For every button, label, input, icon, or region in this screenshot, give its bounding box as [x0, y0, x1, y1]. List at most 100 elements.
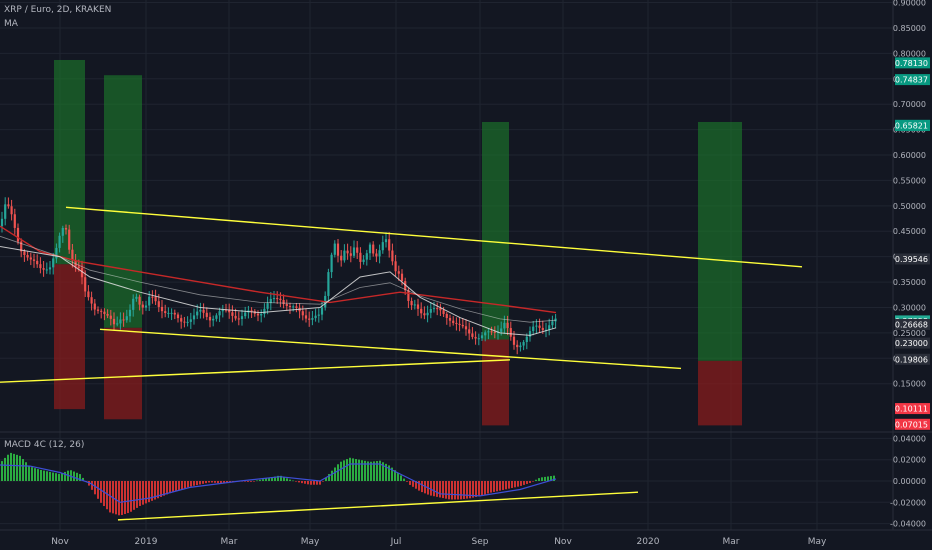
- macd-histogram-bar: [169, 481, 171, 494]
- macd-histogram-bar: [397, 472, 399, 481]
- macd-histogram-bar: [40, 469, 42, 481]
- macd-histogram-bar: [520, 481, 522, 486]
- macd-histogram-bar: [460, 481, 462, 500]
- candle-body: [61, 227, 64, 236]
- candle-body: [394, 261, 397, 272]
- candle-body: [221, 309, 224, 312]
- macd-histogram-bar: [205, 481, 207, 484]
- macd-histogram-bar: [286, 478, 288, 481]
- macd-histogram-bar: [163, 481, 165, 496]
- candle-body: [141, 304, 144, 308]
- macd-histogram-bar: [499, 481, 501, 491]
- ma-fast-line: [0, 246, 557, 336]
- candle-body: [336, 243, 340, 256]
- candle-body: [356, 247, 359, 253]
- y-tick-label: 0.50000: [893, 202, 926, 211]
- macd-histogram-bar: [457, 481, 459, 500]
- price-trendline: [99, 328, 682, 370]
- macd-histogram-bar: [400, 475, 402, 481]
- macd-histogram-bar: [454, 481, 456, 500]
- macd-histogram-bar: [295, 481, 297, 482]
- stop-box: [698, 360, 742, 426]
- macd-histogram-bar: [487, 481, 489, 494]
- candle-body: [426, 312, 429, 316]
- candle-body: [541, 327, 544, 331]
- macd-histogram-bar: [256, 480, 258, 482]
- candle-body: [455, 322, 458, 324]
- macd-histogram-bar: [313, 481, 315, 485]
- macd-histogram-bar: [391, 467, 393, 481]
- candle-body: [103, 311, 106, 314]
- macd-histogram-bar: [208, 481, 210, 483]
- candle-body: [285, 304, 288, 306]
- y-tick-label: 0.90000: [893, 0, 926, 8]
- price-badge: [895, 337, 930, 349]
- candle-body: [0, 218, 4, 227]
- candle-body: [39, 264, 42, 269]
- candle-body: [423, 313, 426, 316]
- candle-body: [272, 298, 276, 300]
- x-tick-label: Mar: [723, 537, 740, 547]
- macd-histogram-bar: [253, 481, 255, 482]
- macd-histogram-bar: [250, 481, 252, 482]
- macd-histogram-bar: [301, 481, 303, 484]
- candle-body: [212, 318, 215, 321]
- grid: [0, 0, 893, 530]
- macd-histogram-bar: [28, 465, 30, 481]
- y-tick-label: 0.80000: [893, 49, 926, 58]
- macd-histogram-bar: [523, 481, 525, 485]
- macd-histogram-bar: [16, 454, 18, 481]
- ma-slow-line: [0, 225, 557, 314]
- candle-body: [205, 312, 208, 317]
- moving-averages: [0, 225, 557, 336]
- macd-histogram-bar: [490, 481, 492, 493]
- candle-body: [512, 336, 516, 345]
- candle-body: [519, 345, 522, 348]
- macd-histogram-bar: [154, 481, 156, 500]
- macd-histogram-bar: [103, 481, 105, 507]
- macd-histogram-bar: [37, 469, 39, 481]
- macd-histogram-bar: [406, 481, 408, 482]
- candle-body: [160, 306, 164, 312]
- candle-body: [269, 298, 272, 304]
- candle-body: [506, 322, 509, 329]
- macd-histogram-bar: [409, 481, 411, 485]
- candle-body: [516, 344, 519, 348]
- y-tick-label: 0.15000: [893, 380, 926, 389]
- candle-body: [522, 342, 525, 346]
- macd-histogram-bar: [340, 461, 342, 481]
- macd-histogram-bar: [484, 481, 486, 495]
- macd-histogram-bar: [58, 473, 60, 481]
- macd-histogram-bar: [181, 481, 183, 490]
- macd-histogram-bar: [280, 475, 282, 481]
- candle-body: [164, 311, 167, 314]
- price-badge-label: 0.74837: [895, 76, 928, 85]
- ma-indicator-label: MA: [4, 19, 18, 29]
- macd-histogram-bar: [46, 471, 48, 481]
- candle-body: [461, 324, 464, 327]
- macd-histogram-bar: [178, 481, 180, 491]
- candle-body: [32, 259, 36, 261]
- macd-histogram-bar: [412, 481, 414, 487]
- candle-body: [471, 333, 474, 337]
- macd-histogram-bar: [223, 481, 225, 483]
- candle-body: [116, 323, 119, 325]
- macd-line: [0, 463, 557, 503]
- candle-body: [484, 332, 487, 336]
- candle-body: [442, 310, 445, 314]
- candle-body: [388, 239, 391, 251]
- macd-histogram-bar: [343, 460, 345, 481]
- candle-body: [71, 249, 74, 261]
- candle-body: [487, 331, 490, 333]
- candle-body: [282, 299, 285, 305]
- candle-body: [157, 301, 160, 307]
- candle-body: [276, 298, 279, 300]
- candle-body: [538, 325, 541, 328]
- price-badge-label: 0.23000: [895, 339, 928, 348]
- macd-histogram-bar: [7, 454, 9, 481]
- macd-histogram-bar: [415, 481, 417, 489]
- candle-body: [106, 313, 109, 316]
- candle-body: [391, 250, 394, 262]
- price-badge-label: 0.65821: [895, 121, 928, 130]
